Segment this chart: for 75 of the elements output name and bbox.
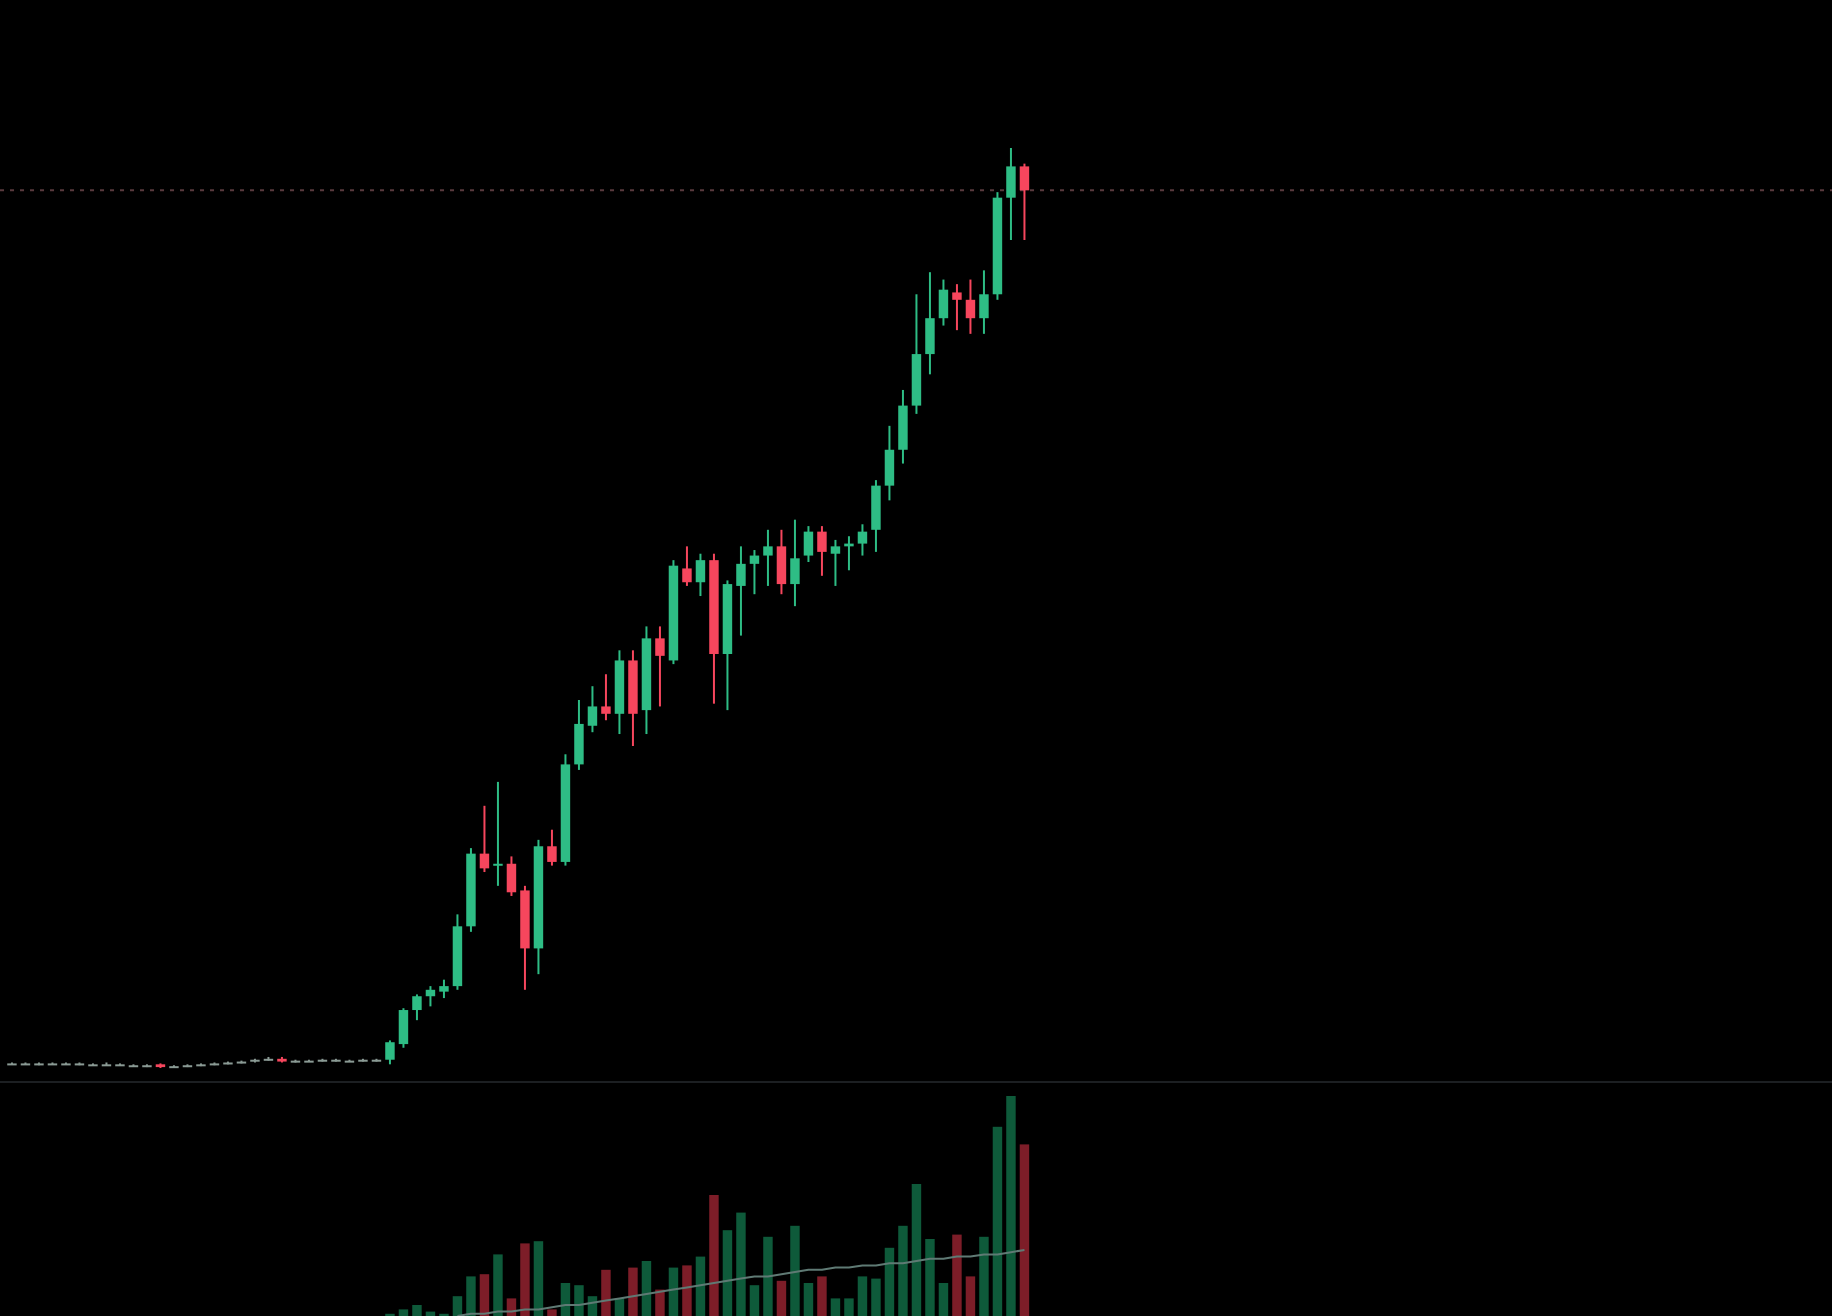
bar [641, 1261, 652, 1316]
bar [533, 1241, 544, 1316]
candlestick [385, 1039, 395, 1066]
candlestick [479, 804, 490, 874]
bar [736, 1212, 746, 1316]
candlestick [587, 685, 598, 734]
candlestick [493, 780, 503, 887]
candlestick [547, 828, 557, 867]
candlestick [830, 538, 841, 587]
candlestick [506, 855, 517, 897]
bar [817, 1276, 827, 1316]
bar [547, 1309, 557, 1316]
candlestick [749, 549, 760, 596]
bar [871, 1278, 881, 1316]
bar [682, 1265, 692, 1316]
bar [830, 1298, 841, 1316]
candlestick [979, 269, 989, 335]
candlestick [803, 525, 814, 563]
candlestick [898, 388, 908, 465]
bar [574, 1285, 584, 1316]
bar [938, 1283, 949, 1316]
candlestick [790, 518, 800, 608]
bar [695, 1256, 706, 1316]
candlestick [884, 424, 895, 502]
bar [992, 1126, 1003, 1316]
bar [925, 1239, 935, 1316]
bar [493, 1254, 503, 1316]
candlestick [871, 479, 881, 553]
candlestick [655, 625, 665, 708]
bar [479, 1274, 490, 1316]
candlestick [857, 523, 868, 557]
candlestick [682, 545, 692, 587]
candlestick [817, 525, 827, 577]
bar [1019, 1144, 1030, 1316]
bar [911, 1184, 922, 1316]
bar [412, 1305, 422, 1316]
bar [466, 1276, 476, 1316]
bar [952, 1234, 962, 1316]
bar [520, 1243, 530, 1316]
bar [803, 1283, 814, 1316]
candlestick [965, 278, 976, 335]
candlestick [439, 978, 449, 1000]
bar [979, 1236, 989, 1316]
candlestick [763, 528, 773, 587]
bar [628, 1267, 638, 1316]
bar [452, 1296, 463, 1316]
bar [398, 1309, 409, 1316]
bar [709, 1195, 719, 1316]
candlestick [695, 552, 706, 598]
bar [722, 1230, 733, 1316]
bar [655, 1289, 665, 1316]
candlestick [601, 673, 611, 722]
bar [844, 1298, 854, 1316]
bar [668, 1267, 679, 1316]
bar [763, 1236, 773, 1316]
candlestick [736, 545, 746, 637]
bar [857, 1276, 868, 1316]
candlestick [952, 283, 962, 332]
candlestick [938, 278, 949, 327]
bar [614, 1298, 625, 1316]
bar [1006, 1096, 1016, 1316]
candlestick [776, 528, 787, 596]
bar [749, 1285, 760, 1316]
candlestick [1006, 147, 1016, 241]
bar [884, 1247, 895, 1316]
candlestick [1019, 162, 1030, 241]
bar [790, 1225, 800, 1316]
candlestick [398, 1007, 409, 1049]
bar [965, 1276, 976, 1316]
bar [601, 1269, 611, 1316]
candlestick [574, 699, 584, 771]
bar [898, 1225, 908, 1316]
candlestick [925, 271, 935, 376]
candlestick [412, 993, 422, 1022]
bar [776, 1280, 787, 1316]
